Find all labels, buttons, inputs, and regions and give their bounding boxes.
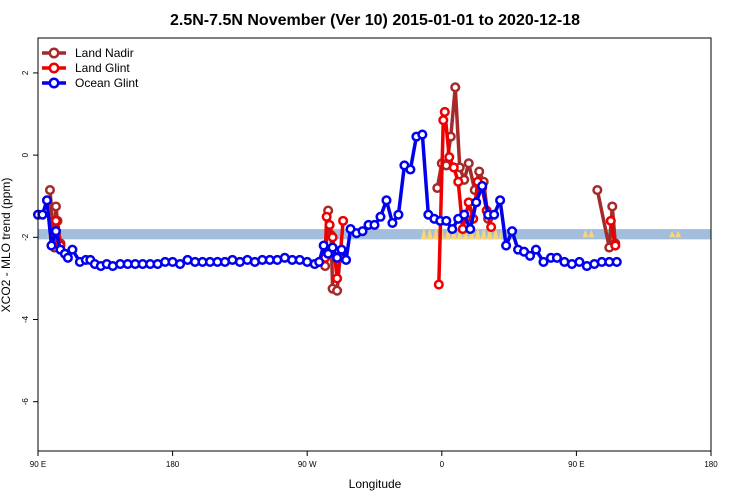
plot-frame bbox=[37, 37, 712, 452]
data-point-land-glint bbox=[605, 215, 616, 226]
y-axis-label: XCO2 - MLO trend (ppm) bbox=[0, 178, 13, 313]
legend-label-land-glint: Land Glint bbox=[75, 61, 130, 75]
data-point-land-nadir bbox=[50, 201, 61, 212]
data-point-ocean-glint bbox=[447, 224, 458, 235]
data-point-land-nadir bbox=[44, 184, 56, 196]
data-point-ocean-glint bbox=[314, 256, 325, 268]
data-point-ocean-glint bbox=[67, 244, 78, 255]
data-point-ocean-glint bbox=[551, 252, 563, 263]
data-point-ocean-glint bbox=[37, 209, 48, 220]
data-point-land-glint bbox=[433, 279, 444, 290]
data-point-ocean-glint bbox=[417, 129, 428, 140]
data-point-ocean-glint bbox=[336, 244, 347, 255]
data-point-land-nadir bbox=[450, 82, 461, 93]
data-point-ocean-glint bbox=[318, 240, 329, 251]
data-point-ocean-glint bbox=[341, 254, 352, 265]
data-point-ocean-glint bbox=[387, 217, 398, 228]
chart-title: 2.5N-7.5N November (Ver 10) 2015-01-01 t… bbox=[170, 12, 580, 29]
land-mask-patch bbox=[669, 230, 682, 238]
data-point-land-nadir bbox=[474, 166, 485, 177]
data-point-ocean-glint bbox=[405, 164, 416, 175]
data-point-ocean-glint bbox=[574, 256, 585, 268]
y-tick-label: -6 bbox=[21, 398, 30, 406]
data-point-ocean-glint bbox=[501, 240, 512, 251]
land-mask-patch bbox=[582, 229, 595, 238]
reference-band-layer bbox=[38, 229, 711, 240]
data-point-ocean-glint bbox=[327, 242, 338, 253]
data-point-ocean-glint bbox=[507, 226, 518, 237]
data-point-land-nadir bbox=[607, 201, 618, 212]
series-ocean-glint bbox=[32, 129, 622, 272]
data-point-ocean-glint bbox=[332, 252, 343, 263]
legend: Land Nadir Land Glint Ocean Glint bbox=[42, 46, 139, 90]
data-point-ocean-glint bbox=[369, 219, 380, 231]
data-point-ocean-glint bbox=[530, 244, 542, 255]
data-point-ocean-glint bbox=[393, 209, 404, 220]
x-tick-label: 90 E bbox=[568, 460, 584, 469]
data-point-land-glint bbox=[448, 162, 459, 173]
data-point-ocean-glint bbox=[46, 240, 57, 251]
legend-entry-land-glint: Land Glint bbox=[42, 61, 130, 75]
data-point-land-glint bbox=[438, 115, 449, 126]
data-point-land-glint bbox=[332, 273, 343, 284]
y-tick-label: -4 bbox=[21, 315, 30, 323]
data-point-ocean-glint bbox=[538, 256, 549, 268]
x-tick-label: 90 E bbox=[30, 460, 46, 469]
data-point-ocean-glint bbox=[524, 250, 536, 261]
data-point-ocean-glint bbox=[175, 258, 186, 270]
data-point-ocean-glint bbox=[375, 211, 386, 222]
x-tick-label: 90 W bbox=[298, 460, 317, 469]
data-point-ocean-glint bbox=[465, 224, 476, 235]
legend-label-ocean-glint: Ocean Glint bbox=[75, 76, 139, 90]
data-point-ocean-glint bbox=[495, 195, 506, 206]
legend-marker-land-nadir bbox=[48, 47, 60, 59]
data-point-land-nadir bbox=[332, 285, 343, 296]
axes-layer: 90 E 180 90 W 0 90 E 180 2 0 -2 -4 -6 bbox=[21, 37, 718, 469]
data-point-land-glint bbox=[324, 219, 335, 231]
data-point-land-glint bbox=[444, 152, 455, 163]
data-point-ocean-glint bbox=[471, 197, 482, 208]
legend-entry-ocean-glint: Ocean Glint bbox=[42, 76, 139, 90]
y-tick-label: -2 bbox=[21, 233, 30, 241]
data-point-ocean-glint bbox=[50, 226, 61, 237]
data-point-ocean-glint bbox=[357, 226, 368, 237]
data-point-land-glint bbox=[453, 176, 464, 187]
data-point-ocean-glint bbox=[611, 256, 622, 268]
data-point-ocean-glint bbox=[441, 215, 452, 226]
data-point-ocean-glint bbox=[41, 195, 53, 206]
reference-band bbox=[38, 229, 711, 240]
y-tick-label: 2 bbox=[21, 70, 30, 75]
legend-entry-land-nadir: Land Nadir bbox=[42, 46, 134, 60]
x-tick-label: 0 bbox=[440, 460, 445, 469]
series-layer bbox=[32, 82, 622, 296]
data-point-land-glint bbox=[338, 215, 349, 226]
data-point-ocean-glint bbox=[477, 180, 488, 191]
data-point-land-glint bbox=[327, 232, 338, 243]
data-point-land-glint bbox=[50, 215, 61, 226]
data-point-ocean-glint bbox=[62, 252, 73, 263]
x-tick-label: 180 bbox=[704, 460, 718, 469]
data-point-land-glint bbox=[486, 221, 497, 233]
x-tick-label: 180 bbox=[166, 460, 180, 469]
data-point-land-nadir bbox=[592, 184, 603, 196]
data-point-ocean-glint bbox=[489, 209, 500, 220]
legend-marker-land-glint bbox=[48, 62, 60, 74]
data-point-ocean-glint bbox=[381, 195, 392, 206]
data-point-land-glint bbox=[610, 240, 621, 251]
legend-marker-ocean-glint bbox=[48, 77, 60, 89]
data-point-land-nadir bbox=[463, 158, 474, 169]
data-point-land-glint bbox=[439, 106, 450, 118]
data-point-land-glint bbox=[321, 211, 332, 222]
x-axis-label: Longitude bbox=[349, 477, 402, 491]
data-point-ocean-glint bbox=[459, 209, 470, 220]
legend-label-land-nadir: Land Nadir bbox=[75, 46, 134, 60]
y-tick-label: 0 bbox=[21, 152, 30, 157]
